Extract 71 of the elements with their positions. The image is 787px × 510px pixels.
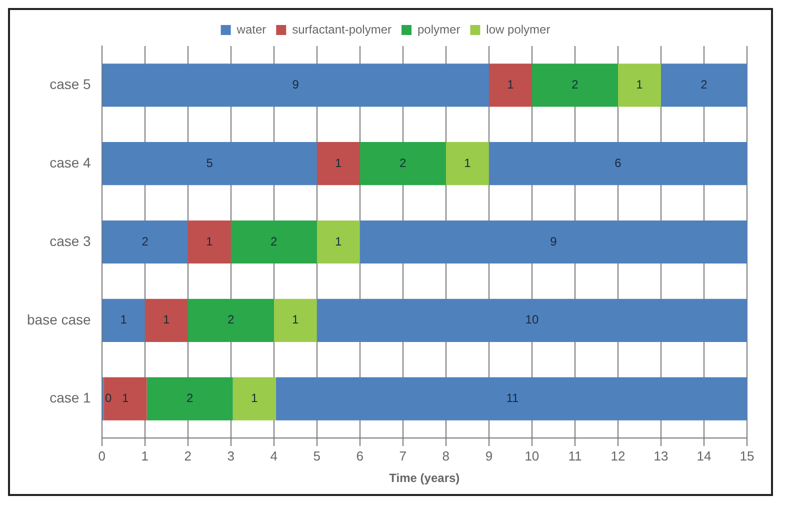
bar — [102, 298, 145, 342]
x-tick-label: 14 — [696, 448, 712, 464]
x-tick-label: 7 — [399, 448, 407, 464]
bar — [316, 220, 360, 264]
data-label: 1 — [335, 156, 342, 170]
data-label: 2 — [142, 234, 149, 248]
data-label: 1 — [122, 391, 129, 406]
data-label: 1 — [335, 234, 342, 248]
x-tick-label: 13 — [654, 448, 668, 464]
x-tick-label: 10 — [524, 448, 540, 464]
bar — [488, 142, 747, 186]
data-label: 2 — [572, 78, 579, 92]
x-tick-label: 3 — [227, 448, 234, 464]
bar — [360, 142, 446, 186]
x-tick-label: 11 — [568, 448, 582, 464]
bar — [488, 64, 532, 107]
bar — [446, 142, 489, 186]
y-tick-label: case 3 — [50, 232, 92, 249]
legend-label: low polymer — [486, 22, 550, 36]
x-tick-label: 1 — [141, 448, 148, 464]
x-axis-title: Time (years) — [389, 471, 460, 486]
y-tick-label: case 5 — [50, 76, 92, 92]
bar — [274, 298, 317, 342]
x-tick-label: 15 — [740, 448, 754, 464]
x-tick-label: 9 — [485, 448, 493, 464]
bar — [102, 64, 489, 107]
data-label: 1 — [206, 234, 214, 248]
data-label: 6 — [614, 156, 622, 170]
x-tick-label: 8 — [442, 448, 450, 464]
data-label: 2 — [186, 391, 194, 406]
data-label: 0 — [104, 391, 112, 406]
bar — [102, 142, 317, 186]
data-label: 1 — [636, 78, 644, 92]
x-tick-label: 0 — [98, 448, 106, 464]
bar — [102, 220, 188, 264]
bar — [532, 64, 618, 107]
data-label: 1 — [251, 391, 258, 406]
data-label: 1 — [292, 312, 300, 327]
data-label: 1 — [464, 156, 472, 170]
bar — [316, 142, 360, 186]
y-tick-label: base case — [26, 311, 92, 328]
bar — [618, 64, 661, 107]
data-label: 1 — [162, 312, 170, 327]
bar — [316, 298, 747, 342]
legend-label: polymer — [418, 22, 460, 36]
y-tick-label: case 4 — [50, 154, 92, 170]
data-label: 5 — [206, 156, 214, 170]
data-label: 2 — [228, 312, 235, 327]
data-label: 2 — [400, 156, 407, 170]
data-label: 1 — [120, 312, 128, 327]
x-tick-label: 12 — [610, 448, 626, 464]
bar — [144, 298, 188, 342]
data-label: 1 — [507, 78, 514, 92]
x-tick-label: 2 — [184, 448, 192, 464]
data-label: 11 — [506, 391, 519, 406]
x-tick-label: 4 — [270, 448, 278, 464]
data-label: 2 — [700, 78, 708, 92]
bar — [188, 298, 274, 342]
x-tick-label: 6 — [356, 448, 364, 464]
data-label: 9 — [292, 78, 300, 92]
bar — [230, 220, 317, 264]
y-tick-label: case 1 — [50, 390, 92, 406]
bar — [360, 220, 747, 264]
x-tick-label: 5 — [313, 448, 320, 464]
bar — [188, 220, 231, 264]
data-label: 9 — [550, 234, 558, 248]
legend-label: surfactant-polymer — [292, 22, 392, 36]
data-label: 2 — [270, 234, 278, 248]
bar — [660, 64, 747, 107]
data-label: 10 — [525, 312, 539, 327]
legend-label: water — [236, 22, 266, 36]
